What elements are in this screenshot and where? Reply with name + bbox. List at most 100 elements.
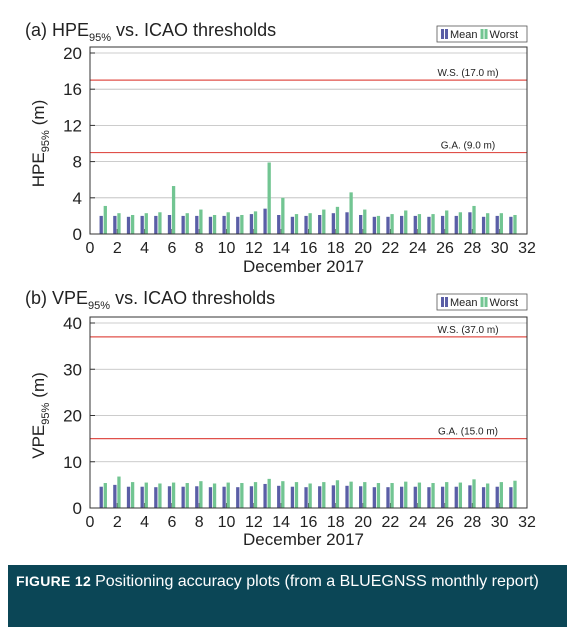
bar [472, 479, 476, 508]
bar [144, 482, 148, 508]
x-tick-label: 0 [86, 240, 95, 257]
bar [495, 486, 499, 508]
bar [308, 213, 312, 234]
x-tick-label: 18 [327, 240, 345, 257]
chart-title: (a) HPE95% vs. ICAO thresholds [25, 20, 276, 44]
x-tick-label: 20 [354, 240, 372, 257]
bar [431, 483, 435, 508]
bar [253, 211, 258, 234]
bar [117, 213, 121, 234]
bar [294, 214, 299, 234]
bar [376, 215, 381, 234]
x-tick-label: 24 [409, 240, 427, 257]
bar [454, 215, 458, 234]
title-text: (a) HPE [25, 20, 89, 40]
bar [294, 482, 299, 508]
bar [322, 209, 326, 234]
title-subscript: 95% [89, 32, 111, 44]
bar [267, 478, 271, 508]
bar [226, 212, 230, 234]
bar [140, 486, 144, 508]
bar [390, 483, 394, 508]
legend-swatch [441, 29, 444, 39]
caption-text: Positioning accuracy plots (from a BLUEG… [95, 573, 539, 590]
y-tick-label: 20 [63, 407, 82, 426]
bar [509, 487, 513, 508]
bar [113, 484, 117, 508]
legend-swatch [445, 29, 448, 39]
caption: FIGURE 12 Positioning accuracy plots (fro… [8, 565, 567, 627]
y-tick-label: 16 [63, 80, 82, 99]
bar [404, 210, 408, 234]
bar [390, 214, 394, 234]
bar [185, 483, 189, 508]
y-label-text: (m) [29, 100, 48, 125]
x-tick-label: 10 [218, 514, 236, 531]
y-axis-label: HPE95% (m) [29, 100, 52, 187]
bar [236, 216, 240, 234]
bar [513, 480, 517, 508]
legend-swatch [484, 297, 488, 307]
bar [308, 483, 312, 508]
bar [195, 486, 199, 508]
x-tick-label: 18 [327, 514, 345, 531]
y-label-subscript: 95% [40, 403, 52, 425]
plot-frame [89, 46, 528, 235]
y-tick-label: 12 [63, 116, 82, 135]
bar [318, 214, 322, 234]
x-tick-label: 2 [113, 240, 122, 257]
bar [372, 487, 376, 508]
bar [445, 210, 449, 234]
x-tick-label: 22 [382, 514, 400, 531]
bar [140, 215, 144, 234]
bar [509, 216, 513, 234]
x-tick-label: 30 [491, 514, 509, 531]
x-tick-label: 30 [491, 240, 509, 257]
bar [195, 215, 199, 234]
x-tick-label: 32 [518, 514, 536, 531]
x-tick-label: 28 [463, 514, 481, 531]
bar [181, 486, 185, 508]
legend-label: Mean [450, 29, 478, 41]
bar [386, 487, 390, 508]
bar [363, 482, 367, 508]
x-tick-label: 22 [382, 240, 400, 257]
bar [212, 483, 217, 508]
bar [376, 483, 381, 508]
y-label-text: HPE [29, 152, 48, 187]
legend-swatch [484, 29, 488, 39]
bar [445, 482, 449, 508]
x-tick-label: 0 [86, 514, 95, 531]
bar [263, 483, 267, 508]
x-tick-label: 10 [218, 240, 236, 257]
y-tick-label: 40 [63, 314, 82, 333]
x-tick-label: 26 [436, 240, 454, 257]
bar [359, 214, 363, 234]
bar [185, 213, 189, 234]
x-tick-label: 4 [140, 240, 149, 257]
bar [281, 197, 285, 234]
bar [208, 487, 213, 508]
bar [468, 212, 472, 234]
plot-frame [89, 316, 528, 509]
legend-swatch [480, 297, 484, 307]
bar [417, 214, 422, 234]
bar [240, 214, 244, 234]
bar [99, 486, 103, 508]
x-tick-label: 8 [195, 240, 204, 257]
y-label-text: (m) [29, 372, 48, 397]
x-tick-label: 16 [300, 240, 318, 257]
bar [158, 483, 162, 508]
y-axis-label: VPE95% (m) [29, 372, 52, 459]
x-tick-label: 16 [300, 514, 318, 531]
bar [513, 214, 517, 234]
x-tick-label: 2 [113, 514, 122, 531]
bar [499, 482, 503, 508]
x-tick-label: 32 [518, 240, 536, 257]
bar [212, 214, 217, 234]
bar [481, 216, 486, 234]
legend-swatch [441, 297, 444, 307]
legend-label: Worst [490, 29, 519, 41]
bar [281, 481, 285, 508]
